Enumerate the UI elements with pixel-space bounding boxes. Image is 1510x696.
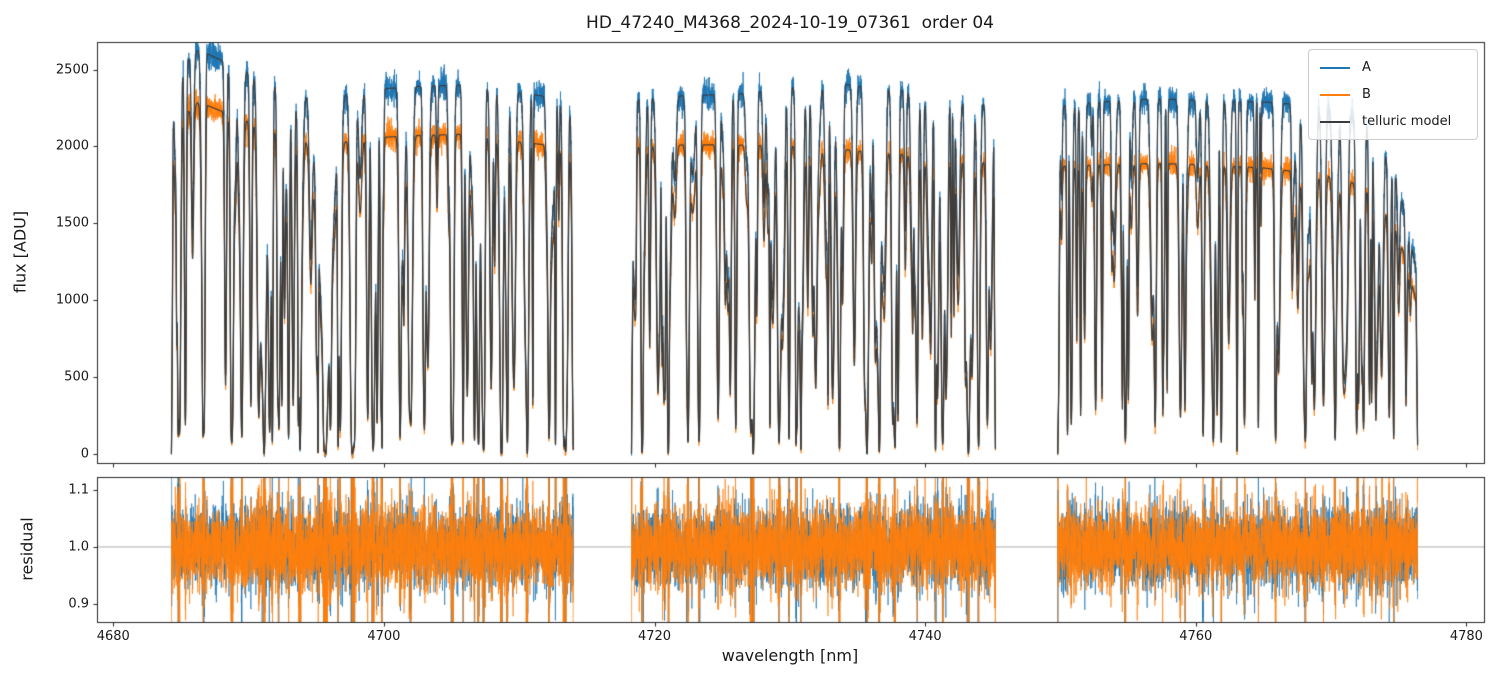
x-tick-label: 4780 bbox=[1449, 629, 1483, 644]
flux-axis-label: flux [ADU] bbox=[10, 210, 30, 294]
residual-tick-label: 1.0 bbox=[68, 539, 89, 555]
legend-item: A bbox=[1320, 58, 1466, 77]
residual-tick-label: 0.9 bbox=[68, 596, 89, 612]
residual-axis-label: residual bbox=[17, 517, 37, 581]
x-tick-label: 4760 bbox=[1179, 629, 1213, 644]
x-tick-label: 4700 bbox=[367, 629, 401, 644]
x-tick-label: 4740 bbox=[908, 629, 942, 644]
flux-tick-label: 1500 bbox=[55, 215, 89, 231]
flux-tick-label: 1000 bbox=[55, 292, 89, 308]
x-tick-label: 4680 bbox=[96, 629, 130, 644]
wavelength-axis-label: wavelength [nm] bbox=[721, 646, 859, 665]
legend-label: A bbox=[1362, 60, 1371, 75]
legend-item: B bbox=[1320, 85, 1466, 104]
flux-tick-label: 2000 bbox=[55, 138, 89, 154]
residual-tick-label: 1.1 bbox=[68, 482, 89, 498]
flux-tick-label: 500 bbox=[64, 369, 89, 385]
legend-line-swatch bbox=[1320, 93, 1350, 96]
legend-label: telluric model bbox=[1362, 114, 1452, 129]
plot-title: HD_47240_M4368_2024-10-19_07361 order 04 bbox=[586, 13, 994, 33]
legend-line-swatch bbox=[1320, 66, 1350, 69]
legend-label: B bbox=[1362, 87, 1371, 102]
x-tick-label: 4720 bbox=[637, 629, 672, 644]
legend-item: telluric model bbox=[1320, 112, 1466, 131]
flux-tick-label: 0 bbox=[80, 446, 89, 462]
flux-tick-label: 2500 bbox=[55, 62, 89, 78]
legend-line-swatch bbox=[1320, 120, 1350, 123]
